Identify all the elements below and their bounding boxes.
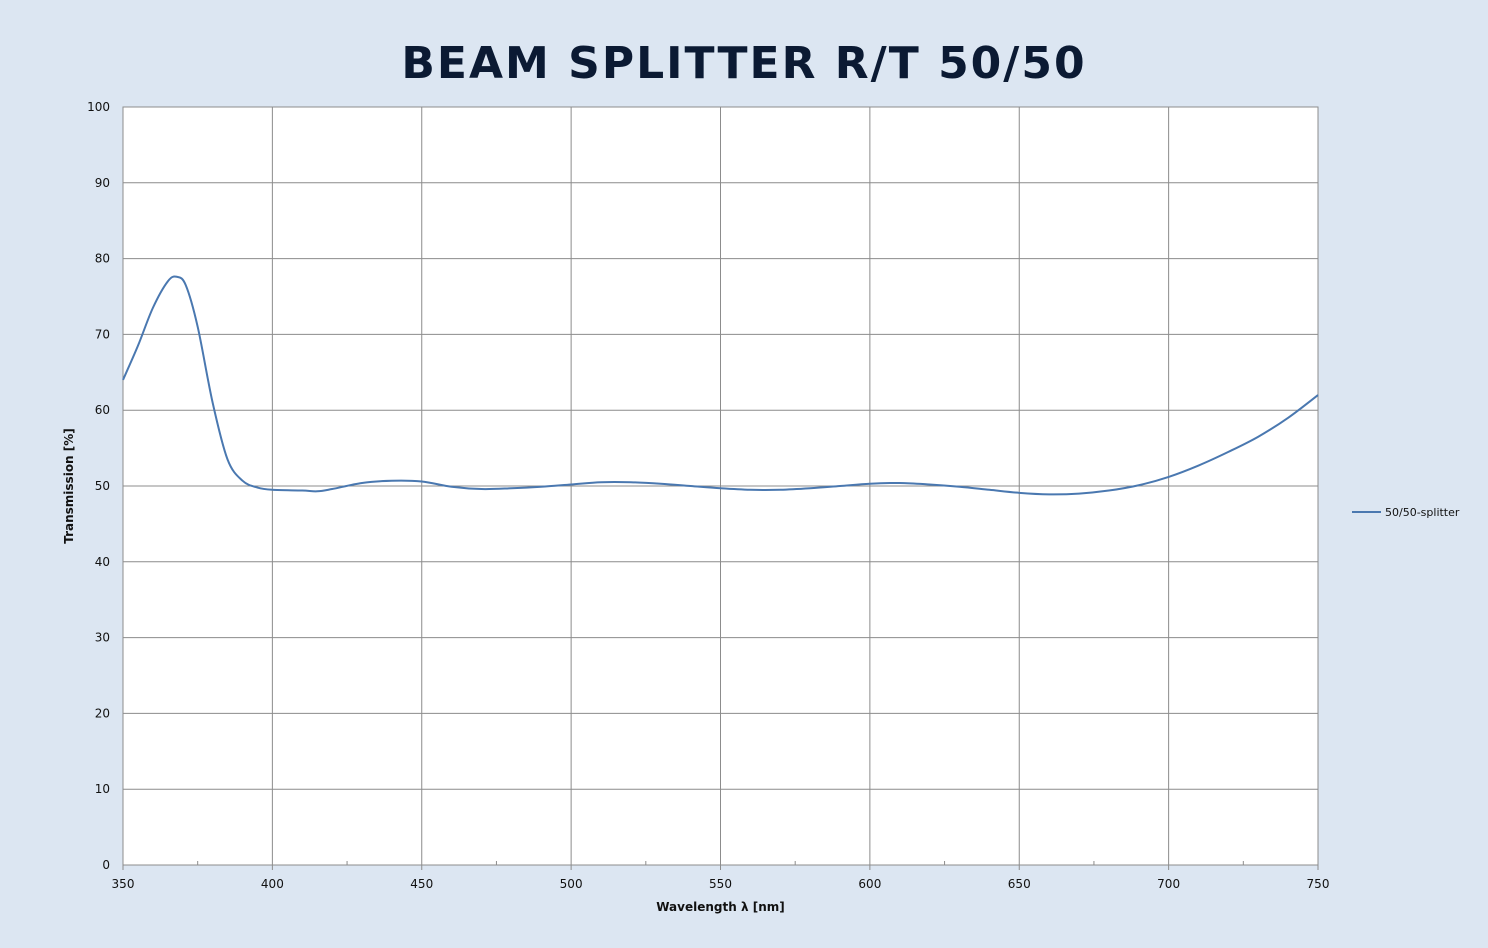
y-tick-label: 70 bbox=[95, 327, 110, 341]
x-tick-label: 600 bbox=[858, 877, 881, 891]
y-tick-label: 0 bbox=[102, 858, 110, 872]
x-tick-label: 500 bbox=[560, 877, 583, 891]
y-tick-label: 40 bbox=[95, 555, 110, 569]
y-tick-label: 30 bbox=[95, 631, 110, 645]
y-tick-label: 90 bbox=[95, 176, 110, 190]
y-tick-label: 60 bbox=[95, 403, 110, 417]
plot-frame bbox=[122, 106, 1319, 866]
x-tick-label: 550 bbox=[709, 877, 732, 891]
x-tick-label: 350 bbox=[112, 877, 135, 891]
y-tick-label: 10 bbox=[95, 782, 110, 796]
x-tick-label: 650 bbox=[1008, 877, 1031, 891]
x-axis-title: Wavelength λ [nm] bbox=[656, 900, 785, 914]
series-line bbox=[122, 275, 1319, 496]
x-tick-label: 400 bbox=[261, 877, 284, 891]
x-tick-label: 750 bbox=[1307, 877, 1330, 891]
chart-title: BEAM SPLITTER R/T 50/50 bbox=[401, 38, 1087, 89]
y-tick-label: 20 bbox=[95, 706, 110, 720]
legend-label: 50/50-splitter bbox=[1385, 506, 1460, 519]
y-tick-label: 50 bbox=[95, 479, 110, 493]
y-tick-label: 80 bbox=[95, 252, 110, 266]
y-tick-label: 100 bbox=[87, 100, 110, 114]
y-axis-title: Transmission [%] bbox=[62, 428, 76, 544]
x-tick-label: 450 bbox=[410, 877, 433, 891]
x-tick-label: 700 bbox=[1157, 877, 1180, 891]
